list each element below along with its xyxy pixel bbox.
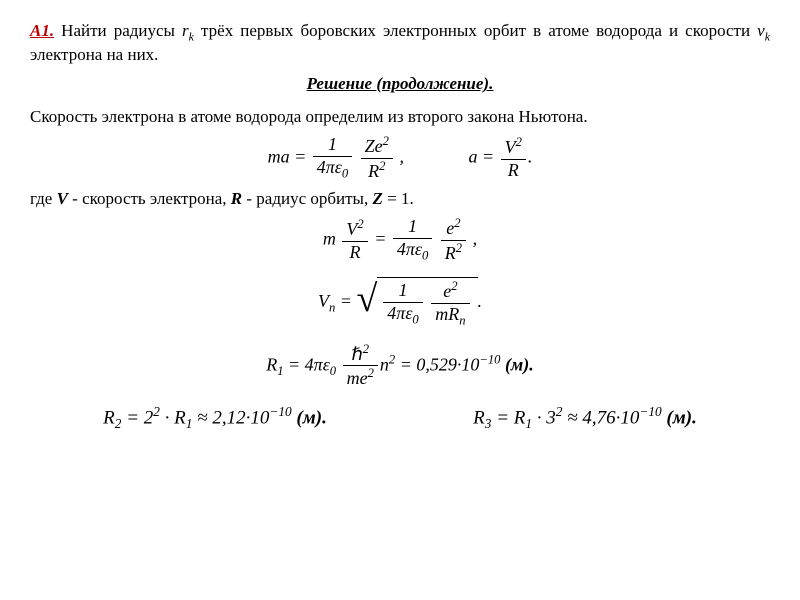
eq2-frac1: 1 4πε0 [393,217,432,263]
eq5b-unit: (м). [666,408,696,429]
equation-5a: R2 = 22 · R1 ≈ 2,12·10−10 (м). [103,403,327,433]
p2-c: - радиус орбиты, [242,189,372,208]
equation-5: R2 = 22 · R1 ≈ 2,12·10−10 (м). R3 = R1 ·… [30,403,770,433]
problem-statement: А1. Найти радиусы r k трёх первых боровск… [30,20,770,67]
sym-rk: r [182,21,189,40]
eq1-fracV: V2 R [501,136,526,181]
eq3-frac1: 1 4πε0 [383,281,422,327]
paragraph-2: где V - скорость электрона, R - радиус о… [30,188,770,211]
p2-R: R [231,189,242,208]
p2-a: где [30,189,57,208]
eq1-frac2-den: R2 [361,159,393,182]
eq4-R1: R [266,354,277,374]
eq1-dot: . [528,147,533,167]
equation-5b: R3 = R1 · 32 ≈ 4,76·10−10 (м). [473,403,697,433]
p2-b: - скорость электрона, [68,189,231,208]
eq4-eq: = 4 [284,354,314,374]
eq4-frac: ℏ2 me2 [343,343,378,390]
equation-1: ma = 1 4πε0 Ze2 R2 , a = V2 R . [30,135,770,182]
eq5a-unit: (м). [296,408,326,429]
problem-label: А1. [30,21,54,40]
eq1-fracV-den: R [501,160,526,181]
problem-text-1: Найти радиусы [54,21,182,40]
eq2-eq: = [370,228,391,248]
sym-vk-sub: k [765,29,770,43]
eq1-frac2: Ze2 R2 [361,135,393,182]
equation-3: Vn = √ 1 4πε0 e2 mRn . [30,277,770,328]
eq2-m: m [323,228,336,248]
eq1-fracV-num: V2 [501,136,526,160]
eq3-Vn: V [318,291,329,311]
eq1-frac1: 1 4πε0 [313,135,352,181]
eq1-eq: = [290,147,311,167]
p2-Z: Z [372,189,382,208]
problem-text-3: электрона на них. [30,45,158,64]
eq4-n: n [380,354,389,374]
eq4-pieps: πε [314,354,330,374]
eq4-eq2: = 0,529·10 [395,354,479,374]
equation-4: R1 = 4πε0 ℏ2 me2 n2 = 0,529·10−10 (м). [30,343,770,390]
eq1-lhs: ma [268,147,290,167]
problem-text-2: трёх первых боровских электронных орбит … [194,21,757,40]
eq3-eq: = [335,291,356,311]
eq2-fracL: V2 R [342,218,367,263]
eq4-unit: (м). [505,354,534,374]
eq1-frac1-num: 1 [313,135,352,157]
eq3-frac2: e2 mRn [431,280,469,328]
p2-V: V [57,189,68,208]
sym-vk: v [757,21,765,40]
eq2-comma: , [468,228,477,248]
eq2-frac2: e2 R2 [441,217,466,264]
eq1-comma: , [395,147,404,167]
p2-d: = 1. [383,189,414,208]
eq3-sqrt: √ 1 4πε0 e2 mRn [356,277,477,328]
eq1-frac1-den: 4πε0 [313,157,352,181]
equation-2: m V2 R = 1 4πε0 e2 R2 , [30,217,770,264]
solution-heading: Решение (продолжение). [30,73,770,96]
eq3-dot: . [478,291,483,311]
eq4-exp: −10 [479,352,500,366]
sqrt-body: 1 4πε0 e2 mRn [377,277,477,328]
eq1-frac2-num: Ze2 [361,135,393,159]
eq4-sub0: 0 [330,364,336,378]
paragraph-1: Скорость электрона в атоме водорода опре… [30,106,770,129]
eq1-a-eq: a = [468,147,498,167]
